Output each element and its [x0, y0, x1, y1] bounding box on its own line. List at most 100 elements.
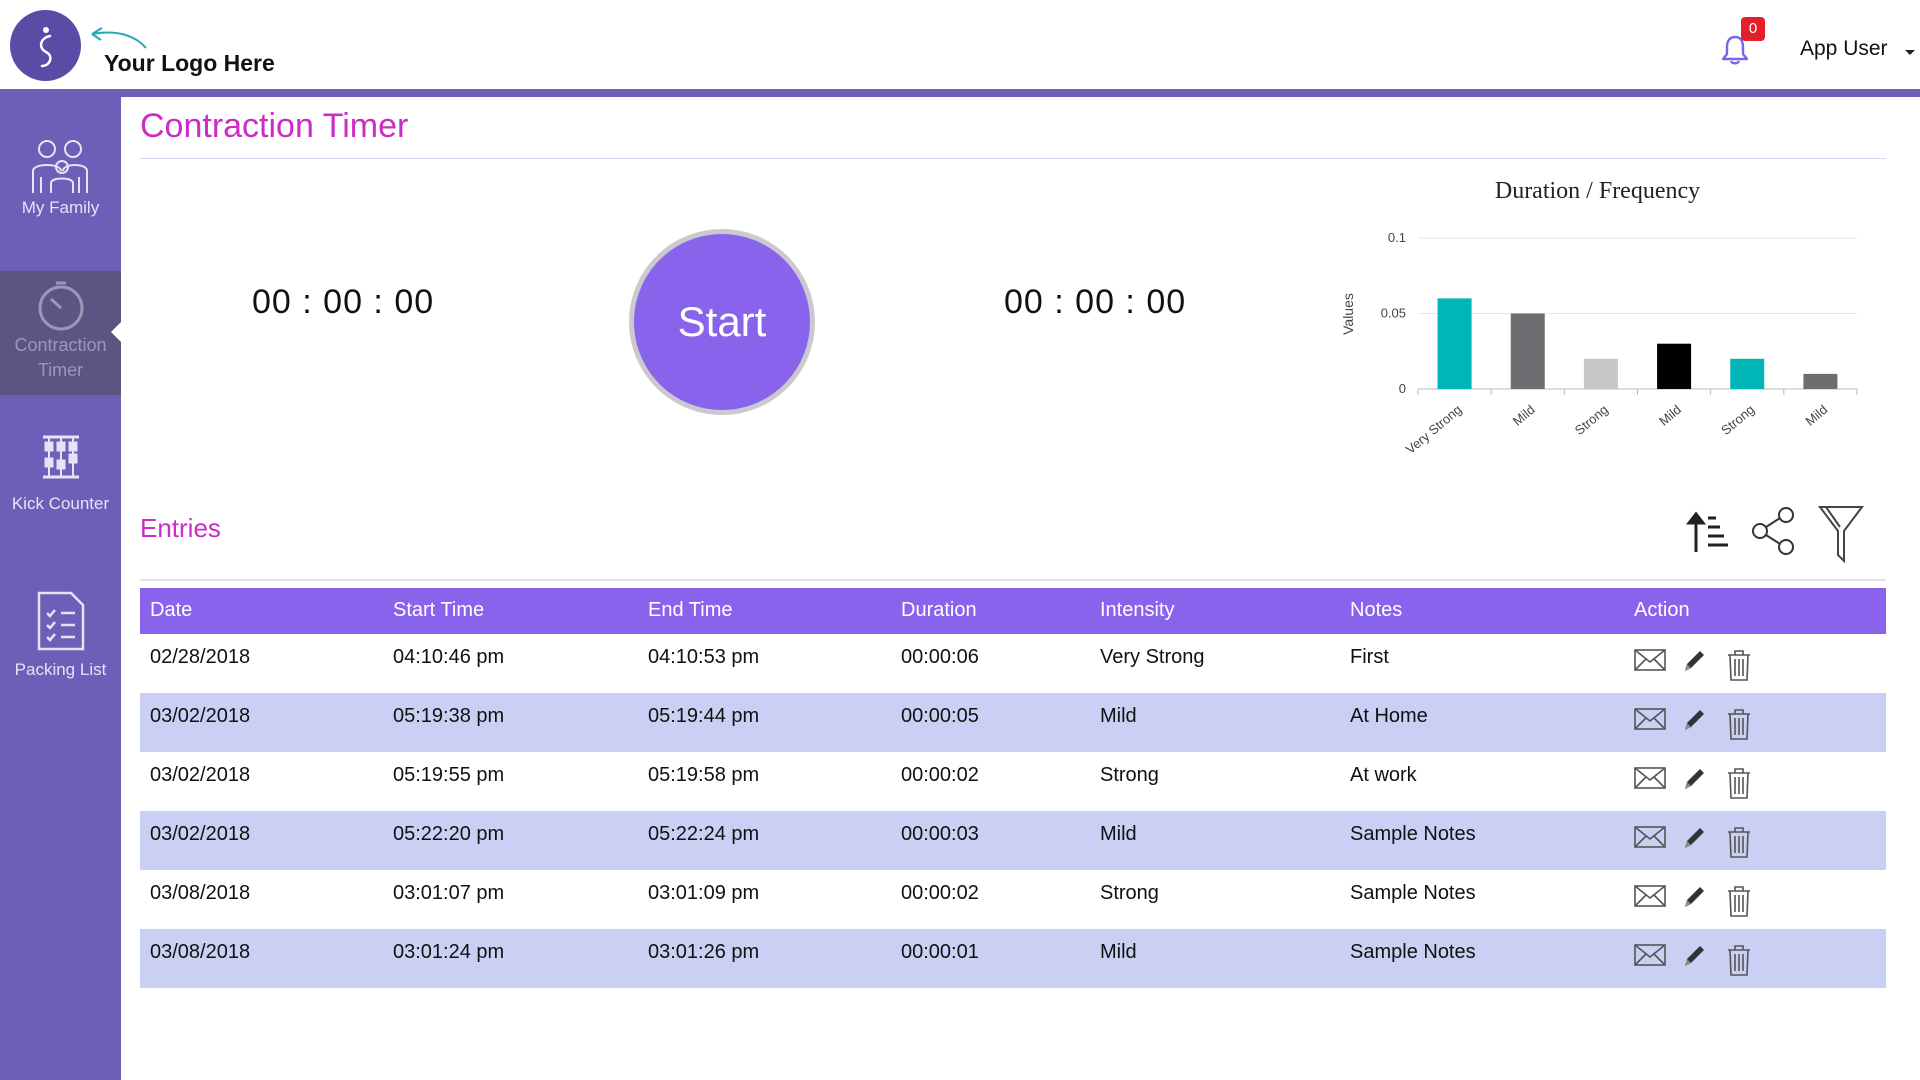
bar — [1803, 373, 1838, 389]
trash-icon[interactable] — [1726, 766, 1752, 806]
cell-date: 03/08/2018 — [150, 941, 251, 963]
cell-duration: 00:00:03 — [901, 823, 979, 845]
edit-icon[interactable] — [1682, 943, 1706, 975]
cell-intensity: Strong — [1100, 882, 1159, 904]
entries-table: Date Start Time End Time Duration Intens… — [140, 588, 1886, 988]
logo-mark-icon — [39, 27, 52, 68]
sidebar-item-label: Kick Counter — [11, 494, 110, 513]
top-header: Your Logo Here 0 App User — [0, 0, 1920, 89]
cell-end-time: 05:19:44 pm — [648, 705, 760, 727]
x-tick-label: Mild — [1656, 402, 1684, 429]
table-row: 03/02/2018 05:19:55 pm 05:19:58 pm 00:00:02… — [140, 752, 1886, 811]
entries-title: Entries — [140, 513, 221, 543]
x-tick-label: Very Strong — [1403, 402, 1465, 457]
table-row: 02/28/2018 04:10:46 pm 04:10:53 pm 00:00:06… — [140, 634, 1886, 693]
edit-icon[interactable] — [1682, 884, 1706, 916]
logo[interactable] — [10, 10, 81, 81]
cell-start-time: 05:19:38 pm — [393, 705, 505, 727]
row-actions — [1634, 648, 1764, 681]
email-icon[interactable] — [1634, 943, 1666, 973]
cell-duration: 00:00:01 — [901, 941, 979, 963]
table-row: 03/08/2018 03:01:07 pm 03:01:09 pm 00:00:02… — [140, 870, 1886, 929]
sidebar-item-label: My Family — [21, 198, 100, 217]
row-actions — [1634, 943, 1764, 976]
cell-intensity: Strong — [1100, 764, 1159, 786]
table-row: 03/08/2018 03:01:24 pm 03:01:26 pm 00:00:01… — [140, 929, 1886, 988]
sidebar-item-contraction-timer[interactable]: Contraction Timer — [0, 271, 121, 395]
sidebar-item-my-family[interactable]: My Family — [0, 137, 121, 219]
cell-intensity: Mild — [1100, 823, 1137, 845]
divider — [140, 579, 1886, 581]
cell-duration: 00:00:05 — [901, 705, 979, 727]
sidebar-item-packing-list[interactable]: Packing List — [0, 589, 121, 681]
cell-notes: At work — [1350, 764, 1417, 786]
contraction-timer-display: 00 : 00 : 00 — [252, 283, 435, 321]
interval-timer-display: 00 : 00 : 00 — [1004, 283, 1187, 321]
notification-badge: 0 — [1741, 17, 1765, 41]
table-body: 02/28/2018 04:10:46 pm 04:10:53 pm 00:00:06… — [140, 634, 1886, 988]
cell-intensity: Very Strong — [1100, 646, 1205, 668]
filter-icon[interactable] — [1818, 505, 1864, 563]
cell-date: 02/28/2018 — [150, 646, 251, 668]
column-header-notes[interactable]: Notes — [1350, 599, 1403, 621]
share-icon[interactable] — [1750, 505, 1798, 555]
y-tick-label: 0.05 — [1381, 306, 1406, 321]
column-header-date[interactable]: Date — [150, 599, 193, 621]
sort-icon[interactable] — [1686, 510, 1730, 554]
abacus-icon — [42, 435, 79, 479]
cell-date: 03/02/2018 — [150, 705, 251, 727]
email-icon[interactable] — [1634, 648, 1666, 678]
chart-title: Duration / Frequency — [1494, 178, 1701, 204]
column-header-end-time[interactable]: End Time — [648, 599, 733, 621]
email-icon[interactable] — [1634, 884, 1666, 914]
sidebar-item-kick-counter[interactable]: Kick Counter — [0, 433, 121, 515]
edit-icon[interactable] — [1682, 648, 1706, 680]
edit-icon[interactable] — [1682, 825, 1706, 857]
trash-icon[interactable] — [1726, 825, 1752, 865]
cell-notes: First — [1350, 646, 1389, 668]
email-icon[interactable] — [1634, 825, 1666, 855]
active-indicator — [111, 322, 121, 342]
cell-start-time: 05:22:20 pm — [393, 823, 505, 845]
bar — [1583, 358, 1618, 389]
row-actions — [1634, 825, 1764, 858]
start-button[interactable]: Start — [629, 229, 815, 415]
edit-icon[interactable] — [1682, 707, 1706, 739]
trash-icon[interactable] — [1726, 884, 1752, 924]
cell-duration: 00:00:02 — [901, 764, 979, 786]
x-tick-label: Strong — [1572, 402, 1611, 438]
y-axis-label: Values — [1340, 293, 1356, 335]
cell-end-time: 03:01:09 pm — [648, 882, 760, 904]
column-header-duration[interactable]: Duration — [901, 599, 977, 621]
edit-icon[interactable] — [1682, 766, 1706, 798]
trash-icon[interactable] — [1726, 943, 1752, 983]
family-icon — [31, 140, 88, 193]
user-menu[interactable]: App User — [1800, 37, 1888, 60]
bar — [1437, 298, 1472, 389]
trash-icon[interactable] — [1726, 707, 1752, 747]
logo-arrow-icon — [91, 27, 147, 49]
cell-notes: Sample Notes — [1350, 882, 1476, 904]
stopwatch-icon — [38, 281, 83, 331]
column-header-intensity[interactable]: Intensity — [1100, 599, 1175, 621]
cell-date: 03/08/2018 — [150, 882, 251, 904]
cell-end-time: 05:22:24 pm — [648, 823, 760, 845]
cell-start-time: 03:01:07 pm — [393, 882, 505, 904]
page-title: Contraction Timer — [140, 107, 409, 145]
row-actions — [1634, 707, 1764, 740]
row-actions — [1634, 884, 1764, 917]
table-header: Date Start Time End Time Duration Intens… — [140, 588, 1886, 634]
cell-end-time: 04:10:53 pm — [648, 646, 760, 668]
row-actions — [1634, 766, 1764, 799]
table-row: 03/02/2018 05:19:38 pm 05:19:44 pm 00:00:05… — [140, 693, 1886, 752]
y-tick-label: 0.1 — [1388, 230, 1406, 245]
bar — [1510, 313, 1545, 389]
cell-notes: Sample Notes — [1350, 941, 1476, 963]
chevron-down-icon[interactable] — [1905, 50, 1915, 55]
logo-text: Your Logo Here — [104, 50, 275, 76]
email-icon[interactable] — [1634, 766, 1666, 796]
email-icon[interactable] — [1634, 707, 1666, 737]
trash-icon[interactable] — [1726, 648, 1752, 688]
bell-icon[interactable] — [1718, 32, 1752, 66]
column-header-start-time[interactable]: Start Time — [393, 599, 485, 621]
